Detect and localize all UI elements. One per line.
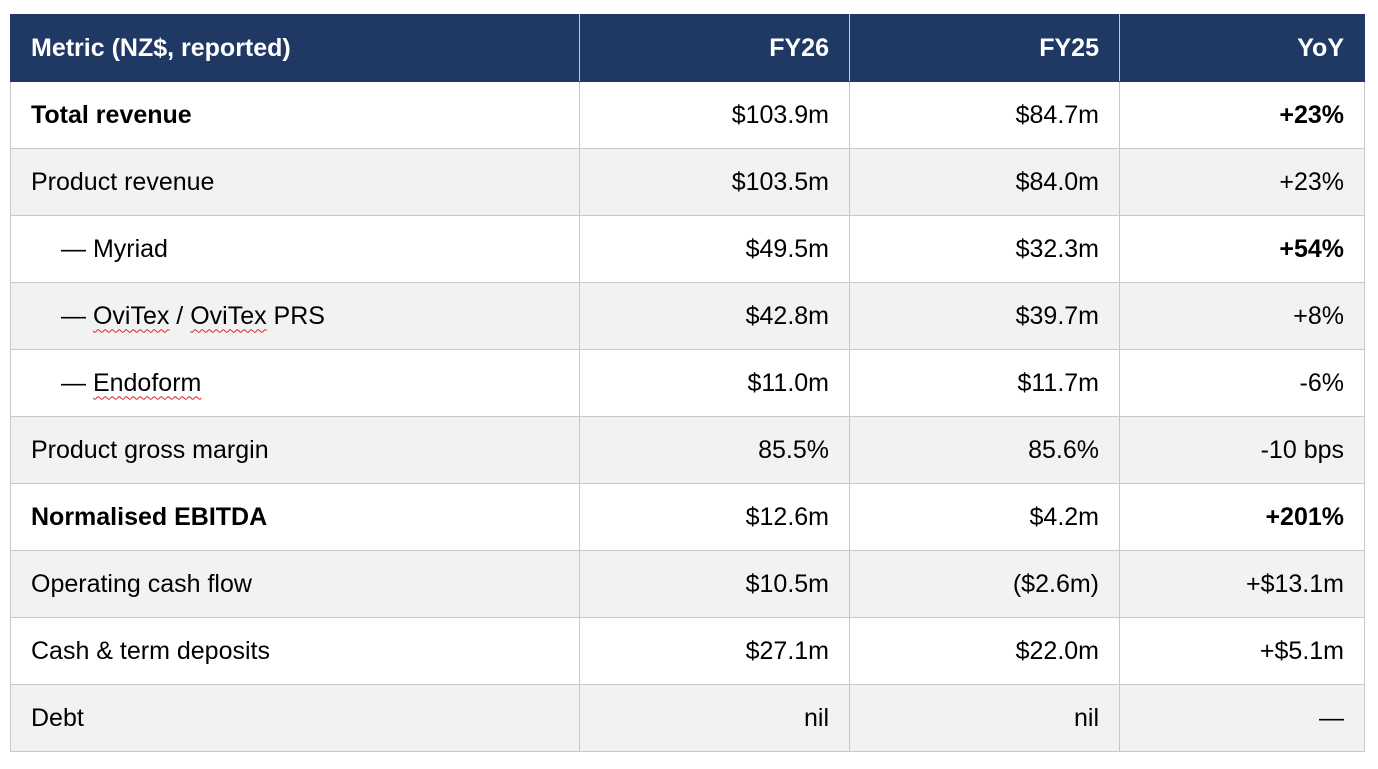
table-row-product-revenue: Product revenue $103.5m $84.0m +23% [10,148,1365,216]
header-metric: Metric (NZ$, reported) [10,14,580,82]
table-row-normalised-ebitda: Normalised EBITDA $12.6m $4.2m +201% [10,483,1365,551]
yoy-cell: +201% [1119,483,1365,551]
fy25-cell: $32.3m [849,215,1120,283]
fy25-cell: $84.0m [849,148,1120,216]
metric-label: Endoform [92,368,202,397]
metric-label-ovitex: OviTex [92,301,170,330]
sub-item-dash: — [61,301,93,330]
sub-item-dash: — [61,234,93,263]
header-fy25: FY25 [849,14,1120,82]
metric-cell: Debt [10,684,580,752]
fy26-cell: nil [579,684,850,752]
fy25-cell: $22.0m [849,617,1120,685]
fy25-cell: nil [849,684,1120,752]
metric-cell: Normalised EBITDA [10,483,580,551]
yoy-cell: +$13.1m [1119,550,1365,618]
fy26-cell: $10.5m [579,550,850,618]
fy25-cell: 85.6% [849,416,1120,484]
table-row-myriad: — Myriad $49.5m $32.3m +54% [10,215,1365,283]
yoy-cell: -10 bps [1119,416,1365,484]
fy26-cell: $49.5m [579,215,850,283]
header-yoy: YoY [1119,14,1365,82]
financial-summary-table: Metric (NZ$, reported) FY26 FY25 YoY Tot… [10,14,1365,752]
table-row-cash-term-deposits: Cash & term deposits $27.1m $22.0m +$5.1… [10,617,1365,685]
fy26-cell: $103.5m [579,148,850,216]
metric-cell: Operating cash flow [10,550,580,618]
table-row-total-revenue: Total revenue $103.9m $84.7m +23% [10,81,1365,149]
fy25-cell: $84.7m [849,81,1120,149]
metric-cell: Product gross margin [10,416,580,484]
fy26-cell: $11.0m [579,349,850,417]
yoy-cell: +23% [1119,81,1365,149]
fy25-cell: $4.2m [849,483,1120,551]
fy25-cell: $39.7m [849,282,1120,350]
table-row-endoform: — Endoform $11.0m $11.7m -6% [10,349,1365,417]
yoy-cell: +23% [1119,148,1365,216]
yoy-cell: — [1119,684,1365,752]
table-header-row: Metric (NZ$, reported) FY26 FY25 YoY [10,14,1365,82]
table-row-debt: Debt nil nil — [10,684,1365,752]
yoy-cell: +$5.1m [1119,617,1365,685]
metric-cell: — Endoform [10,349,580,417]
fy26-cell: $42.8m [579,282,850,350]
table-row-operating-cash-flow: Operating cash flow $10.5m ($2.6m) +$13.… [10,550,1365,618]
fy26-cell: $103.9m [579,81,850,149]
metric-label-ovitex-prs: OviTex [190,301,267,330]
metric-separator: / [169,301,191,330]
metric-cell: Cash & term deposits [10,617,580,685]
fy26-cell: $27.1m [579,617,850,685]
table-row-product-gross-margin: Product gross margin 85.5% 85.6% -10 bps [10,416,1365,484]
fy26-cell: 85.5% [579,416,850,484]
header-fy26: FY26 [579,14,850,82]
sub-item-dash: — [61,368,93,397]
yoy-cell: -6% [1119,349,1365,417]
yoy-cell: +8% [1119,282,1365,350]
yoy-cell: +54% [1119,215,1365,283]
metric-cell: Product revenue [10,148,580,216]
metric-label-prs: PRS [266,301,325,330]
metric-cell: — OviTex / OviTex PRS [10,282,580,350]
fy26-cell: $12.6m [579,483,850,551]
financial-summary-table-container: Metric (NZ$, reported) FY26 FY25 YoY Tot… [10,14,1365,752]
fy25-cell: $11.7m [849,349,1120,417]
metric-cell: Total revenue [10,81,580,149]
metric-cell: — Myriad [10,215,580,283]
fy25-cell: ($2.6m) [849,550,1120,618]
table-row-ovitex: — OviTex / OviTex PRS $42.8m $39.7m +8% [10,282,1365,350]
metric-label: Myriad [92,234,168,263]
